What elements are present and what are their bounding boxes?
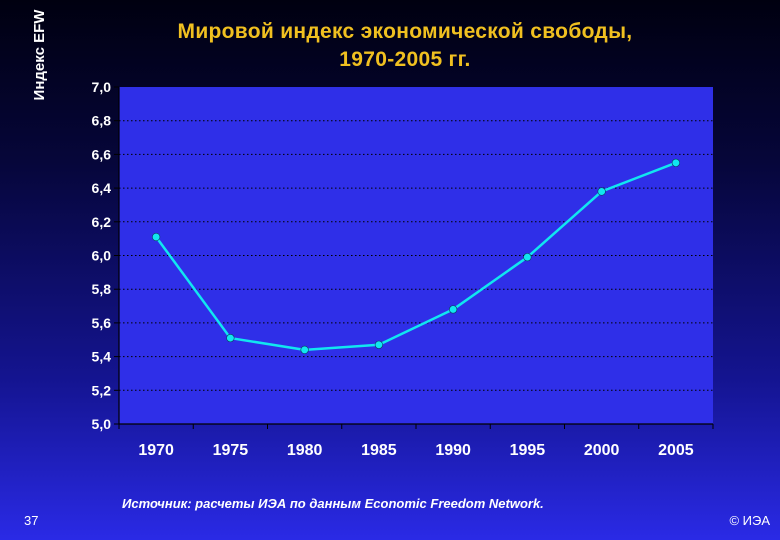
gridlines (119, 120, 713, 391)
x-tick-label: 2000 (584, 442, 620, 459)
x-tick-label: 1995 (510, 442, 546, 459)
x-tick-label: 1980 (287, 442, 323, 459)
y-axis-ticks: 5,0 5,2 5,4 5,6 5,8 6,0 6,2 6,4 6,6 6,8 7,0 (92, 79, 119, 432)
x-tick-label: 1985 (361, 442, 397, 459)
data-point (523, 253, 532, 262)
x-tick-label: 1975 (213, 442, 249, 459)
x-tick-label: 2005 (658, 442, 694, 459)
data-point (449, 305, 458, 314)
y-tick-label: 6,8 (92, 113, 112, 129)
data-point (374, 340, 383, 349)
chart-title-line-2: 1970-2005 гг. (339, 48, 471, 71)
data-point (597, 187, 606, 196)
x-axis-ticks: 1970 1975 1980 1985 1990 1995 2000 2005 (118, 424, 714, 459)
x-tick-label: 1990 (435, 442, 471, 459)
data-point (226, 333, 235, 343)
x-tick-label: 1970 (138, 442, 174, 459)
y-tick-label: 5,4 (92, 349, 112, 365)
data-point (300, 345, 309, 354)
source-note: Источник: расчеты ИЭА по данным Economic… (122, 496, 544, 511)
series-line (155, 161, 677, 352)
y-tick-label: 5,6 (92, 315, 112, 331)
chart-title-line-1: Мировой индекс экономической свободы, (177, 20, 633, 43)
slide-number: 37 (24, 513, 39, 528)
y-tick-label: 5,0 (92, 416, 112, 432)
y-tick-label: 5,2 (92, 382, 112, 398)
y-tick-label: 6,2 (92, 214, 112, 230)
copyright: © ИЭА (729, 513, 770, 528)
y-tick-label: 7,0 (92, 79, 112, 95)
data-point (152, 232, 161, 242)
y-tick-label: 6,4 (92, 180, 112, 196)
chart-title: Мировой индекс экономической свободы, 19… (100, 18, 710, 74)
y-tick-label: 6,0 (92, 248, 112, 264)
data-point (671, 158, 680, 167)
y-tick-label: 5,8 (92, 281, 112, 297)
y-tick-label: 6,6 (92, 146, 112, 162)
series-group (152, 158, 680, 354)
